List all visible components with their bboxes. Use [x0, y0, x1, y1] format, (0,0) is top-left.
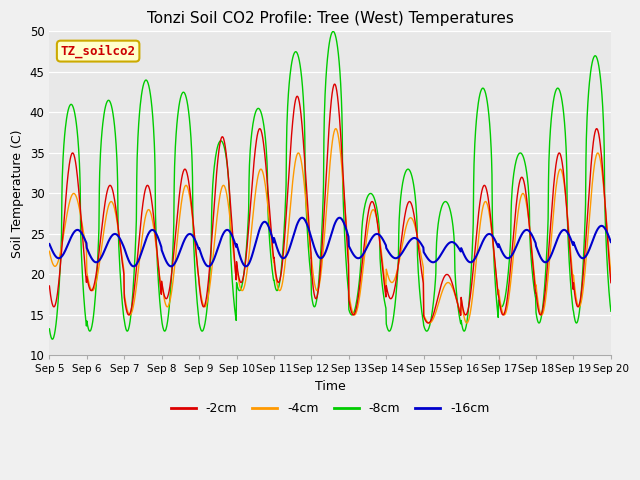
-2cm — [417, 261, 424, 267]
Line: -4cm: -4cm — [49, 129, 611, 323]
-4cm — [45, 249, 53, 254]
-2cm — [424, 320, 432, 326]
-2cm — [266, 210, 273, 216]
-4cm — [607, 272, 615, 278]
-8cm — [45, 326, 53, 332]
-16cm — [558, 228, 566, 234]
Y-axis label: Soil Temperature (C): Soil Temperature (C) — [11, 129, 24, 258]
-4cm — [417, 251, 424, 256]
-16cm — [170, 262, 178, 267]
-4cm — [266, 221, 273, 227]
-2cm — [558, 157, 566, 163]
-16cm — [607, 239, 615, 245]
-8cm — [509, 174, 517, 180]
-8cm — [417, 302, 425, 308]
-4cm — [509, 253, 517, 259]
-4cm — [332, 126, 339, 132]
-16cm — [298, 215, 306, 221]
-2cm — [607, 280, 615, 286]
Text: TZ_soilco2: TZ_soilco2 — [61, 45, 136, 58]
Line: -16cm: -16cm — [49, 218, 611, 266]
-4cm — [558, 168, 566, 174]
-8cm — [607, 308, 615, 314]
-8cm — [170, 222, 178, 228]
Line: -2cm: -2cm — [49, 84, 611, 323]
-8cm — [330, 29, 337, 35]
-16cm — [280, 255, 287, 261]
X-axis label: Time: Time — [315, 380, 346, 393]
-2cm — [45, 283, 53, 289]
-8cm — [558, 96, 566, 102]
-16cm — [45, 241, 53, 247]
Legend: -2cm, -4cm, -8cm, -16cm: -2cm, -4cm, -8cm, -16cm — [166, 397, 495, 420]
-4cm — [426, 320, 433, 326]
-16cm — [130, 264, 138, 269]
-8cm — [280, 234, 287, 240]
-16cm — [266, 228, 274, 233]
-2cm — [280, 250, 287, 256]
-4cm — [280, 275, 287, 280]
-4cm — [170, 275, 177, 281]
-16cm — [417, 241, 425, 247]
-2cm — [509, 232, 517, 238]
-2cm — [170, 254, 177, 260]
-2cm — [331, 81, 339, 87]
-8cm — [266, 245, 274, 251]
-16cm — [509, 250, 517, 255]
-8cm — [49, 336, 56, 342]
Title: Tonzi Soil CO2 Profile: Tree (West) Temperatures: Tonzi Soil CO2 Profile: Tree (West) Temp… — [147, 11, 513, 26]
Line: -8cm: -8cm — [49, 32, 611, 339]
